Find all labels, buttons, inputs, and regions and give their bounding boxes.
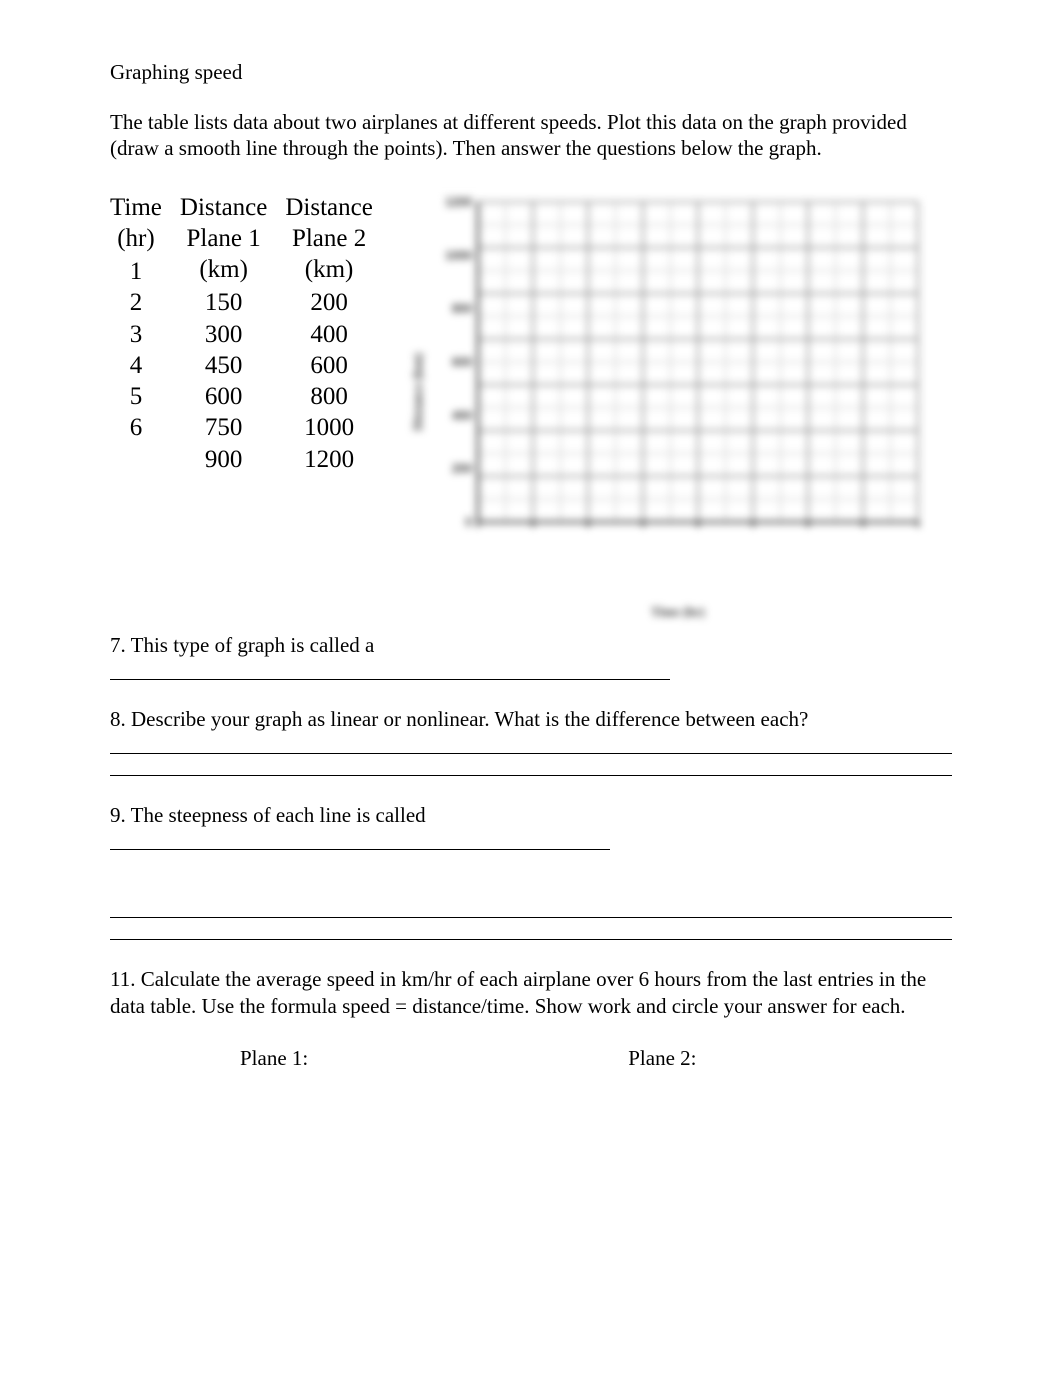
table-cell: 1200 xyxy=(285,444,372,475)
answer-blank xyxy=(110,896,952,918)
table-cell: 5 xyxy=(110,381,162,412)
page-title: Graphing speed xyxy=(110,60,952,85)
graph-area: Distance (km) 120010008006004002000 Time… xyxy=(428,192,928,592)
svg-text:1200: 1200 xyxy=(445,195,472,209)
answer-blank xyxy=(110,658,670,680)
table-header-plane2: Distance Plane 2 (km) xyxy=(285,192,372,286)
table-header-time: Time (hr) xyxy=(110,192,162,255)
question-11: 11. Calculate the average speed in km/hr… xyxy=(110,966,952,1019)
plane2-label: Plane 2: xyxy=(628,1045,696,1071)
answer-blank xyxy=(110,828,610,850)
table-cell: 4 xyxy=(110,350,162,381)
graph-grid: 1200 1000 800 600 400 200 0 xyxy=(428,192,928,552)
table-cell: 1 xyxy=(110,256,162,287)
table-cell: 400 xyxy=(285,319,372,350)
answer-blank xyxy=(110,754,952,776)
table-cell: 450 xyxy=(180,350,267,381)
questions-section: 7. This type of graph is called a 8. Des… xyxy=(110,632,952,1072)
table-col-time: Time (hr) 1 2 3 4 5 6 xyxy=(110,192,162,475)
question-blank-lines xyxy=(110,896,952,940)
svg-text:800: 800 xyxy=(452,301,472,315)
svg-text:400: 400 xyxy=(452,408,472,422)
svg-text:200: 200 xyxy=(452,461,472,475)
question-7: 7. This type of graph is called a xyxy=(110,632,952,680)
plane-labels-row: Plane 1: Plane 2: xyxy=(110,1045,952,1071)
table-cell: 600 xyxy=(285,350,372,381)
table-col-plane2: Distance Plane 2 (km) 200 400 600 800 10… xyxy=(285,192,372,475)
table-cell: 1000 xyxy=(285,412,372,443)
table-cell: 800 xyxy=(285,381,372,412)
answer-blank xyxy=(110,732,952,754)
question-text: 9. The steepness of each line is called xyxy=(110,802,952,828)
question-text: 8. Describe your graph as linear or nonl… xyxy=(110,706,952,732)
question-9: 9. The steepness of each line is called xyxy=(110,802,952,850)
table-cell: 300 xyxy=(180,319,267,350)
question-8: 8. Describe your graph as linear or nonl… xyxy=(110,706,952,776)
data-table: Time (hr) 1 2 3 4 5 6 Distance Plane 1 (… xyxy=(110,192,373,475)
data-and-graph-row: Time (hr) 1 2 3 4 5 6 Distance Plane 1 (… xyxy=(110,192,952,592)
plane1-label: Plane 1: xyxy=(240,1045,308,1071)
graph-x-axis-label: Time (hr) xyxy=(651,604,705,620)
worksheet-page: Graphing speed The table lists data abou… xyxy=(0,0,1062,1376)
question-text: 11. Calculate the average speed in km/hr… xyxy=(110,966,952,1019)
table-cell: 150 xyxy=(180,287,267,318)
answer-blank xyxy=(110,918,952,940)
table-col-plane1: Distance Plane 1 (km) 150 300 450 600 75… xyxy=(180,192,267,475)
svg-text:600: 600 xyxy=(452,355,472,369)
svg-text:0: 0 xyxy=(465,515,472,529)
table-cell: 750 xyxy=(180,412,267,443)
table-cell: 3 xyxy=(110,319,162,350)
table-cell: 2 xyxy=(110,287,162,318)
svg-text:1000: 1000 xyxy=(445,248,472,262)
graph-y-axis-label: Distance (km) xyxy=(410,353,426,431)
table-cell: 6 xyxy=(110,412,162,443)
intro-paragraph: The table lists data about two airplanes… xyxy=(110,109,952,162)
question-text: 7. This type of graph is called a xyxy=(110,632,952,658)
table-cell: 600 xyxy=(180,381,267,412)
table-cell: 900 xyxy=(180,444,267,475)
table-cell: 200 xyxy=(285,287,372,318)
table-header-plane1: Distance Plane 1 (km) xyxy=(180,192,267,286)
